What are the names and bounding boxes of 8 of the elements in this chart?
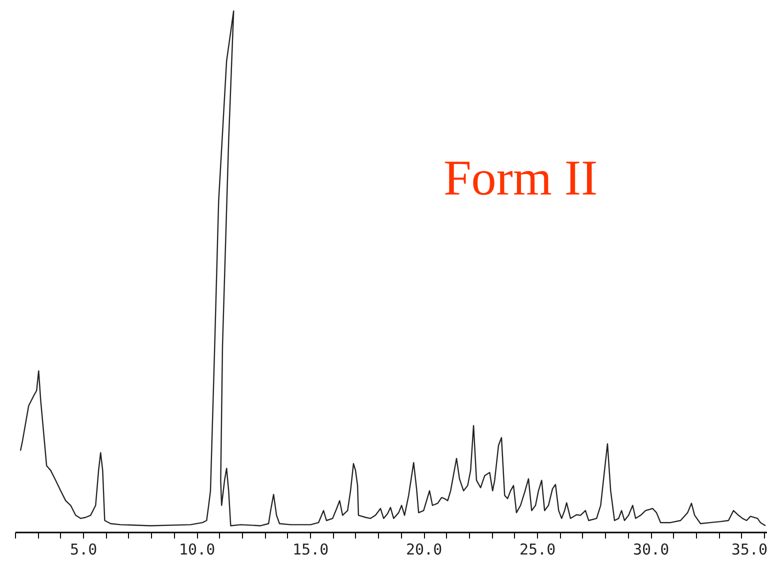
x-tick-label: 10.0 [179, 540, 216, 558]
x-tick-label: 5.0 [70, 540, 98, 558]
x-tick-label: 20.0 [406, 540, 442, 558]
x-tick-label: 30.0 [632, 540, 670, 558]
annotation: Form II [444, 150, 598, 206]
x-tick-label: 25.0 [520, 540, 556, 558]
x-tick-label: 35.0 [731, 540, 767, 558]
x-tick-label: 15.0 [292, 540, 329, 558]
